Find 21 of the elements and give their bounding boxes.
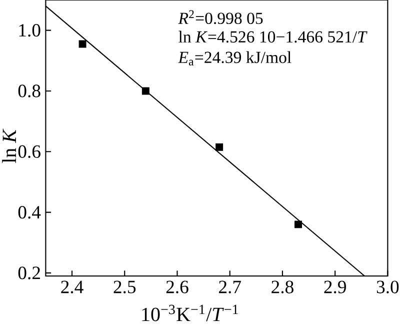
annotation: ln K=4.526 10−1.466 521/T bbox=[178, 30, 368, 43]
x-tick-label: 2.9 bbox=[324, 280, 346, 294]
x-axis-title: 10$^{−3}$K$^{−1}$/T$^{−1}$ bbox=[142, 304, 238, 322]
x-tick-label: 2.6 bbox=[166, 280, 188, 294]
x-tick-label: 2.8 bbox=[272, 280, 294, 294]
annotation: E$_{a}$=24.39 kJ/mol bbox=[178, 51, 292, 66]
y-tick-label: 0.8 bbox=[18, 84, 40, 98]
y-tick-label: 0.4 bbox=[18, 206, 41, 219]
point bbox=[78, 40, 86, 48]
y-axis-title: ln K bbox=[2, 128, 16, 163]
x-tick-label: 2.4 bbox=[61, 280, 84, 294]
x-tick-label: 2.5 bbox=[114, 280, 136, 294]
text: 3.0 bbox=[376, 280, 399, 294]
point bbox=[294, 220, 302, 228]
text: 1.0 bbox=[19, 24, 40, 37]
y-tick-label: 0.6 bbox=[18, 145, 40, 158]
annotation: R$^{2}$=0.998 05 bbox=[178, 10, 263, 24]
x-tick-label: 2.7 bbox=[219, 280, 241, 294]
point bbox=[216, 143, 224, 151]
point bbox=[142, 87, 150, 95]
y-tick-label: 0.2 bbox=[18, 266, 40, 280]
